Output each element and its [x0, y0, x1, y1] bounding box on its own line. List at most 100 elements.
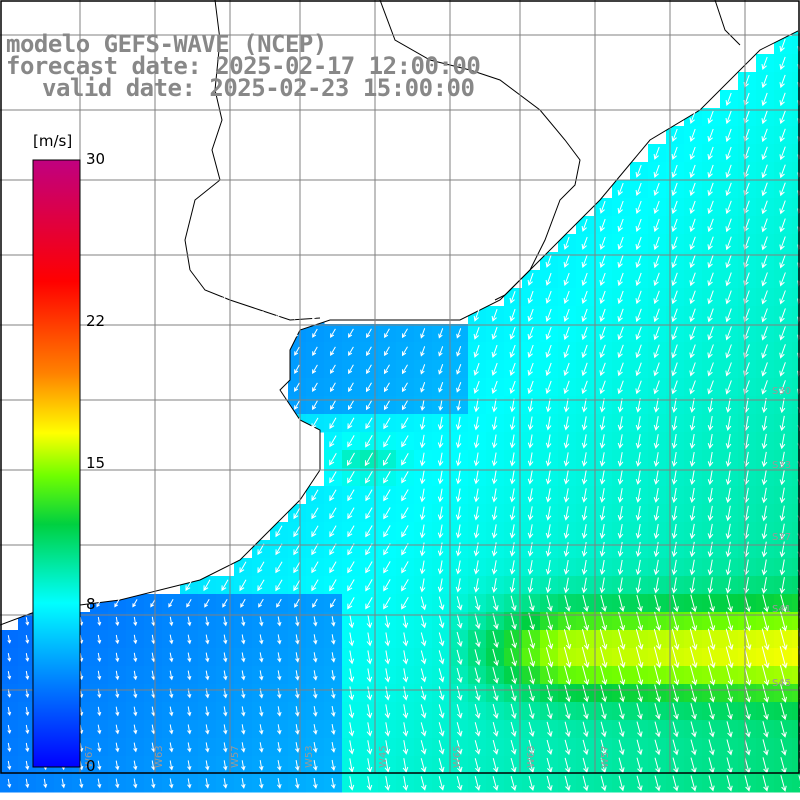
wind-arrow	[779, 541, 786, 558]
wind-arrow	[654, 775, 661, 792]
wind-arrow	[707, 272, 714, 287]
wind-arrow	[654, 703, 661, 720]
wind-arrow	[331, 634, 336, 645]
wind-arrow	[546, 739, 553, 755]
wind-arrow	[347, 525, 355, 538]
wind-arrow	[599, 254, 606, 268]
wind-arrow	[528, 757, 535, 773]
wind-arrow	[510, 775, 517, 791]
wind-arrow	[456, 667, 463, 683]
wind-arrow	[348, 346, 354, 356]
wind-cell	[792, 36, 800, 55]
wind-arrow	[689, 290, 696, 305]
wind-arrow	[672, 684, 679, 703]
wind-arrow	[348, 758, 355, 773]
wind-arrow	[635, 541, 642, 558]
wind-arrow	[510, 666, 517, 685]
wind-arrow	[7, 671, 12, 680]
wind-arrow	[653, 505, 660, 522]
wind-arrow	[599, 452, 606, 467]
wind-arrow	[331, 706, 336, 717]
colorbar-tick-label: 15	[86, 453, 106, 472]
wind-arrow	[277, 670, 282, 681]
wind-arrow	[295, 616, 300, 627]
wind-arrow	[725, 308, 732, 323]
wind-arrow	[275, 579, 283, 592]
wind-arrow	[474, 631, 481, 648]
wind-arrow	[365, 579, 373, 592]
wind-arrow	[365, 417, 373, 430]
wind-arrow	[456, 346, 462, 357]
wind-arrow	[636, 721, 643, 738]
wind-arrow	[780, 684, 787, 703]
wind-arrow	[545, 380, 552, 395]
wind-cell	[792, 108, 800, 127]
wind-arrow	[617, 434, 624, 449]
wind-arrow	[491, 380, 498, 394]
wind-arrow	[473, 416, 480, 431]
wind-arrow	[761, 200, 768, 215]
wind-arrow	[474, 685, 481, 702]
wind-arrow	[204, 275, 210, 284]
wind-arrow	[546, 757, 553, 773]
wind-cell	[792, 414, 800, 433]
wind-arrow	[474, 758, 481, 773]
wind-arrow	[761, 362, 768, 377]
wind-arrow	[347, 400, 354, 411]
wind-arrow	[437, 506, 444, 521]
wind-arrow	[708, 702, 715, 720]
wind-arrow	[617, 200, 624, 214]
wind-arrow	[509, 344, 516, 358]
wind-arrow	[599, 362, 606, 377]
wind-arrow	[313, 777, 318, 790]
wind-arrow	[779, 628, 788, 651]
wind-arrow	[311, 507, 319, 520]
wind-arrow	[438, 704, 445, 719]
wind-arrow	[258, 598, 264, 608]
wind-arrow	[725, 254, 732, 269]
wind-arrow	[653, 380, 660, 395]
wind-arrow	[456, 722, 463, 737]
wind-arrow	[221, 579, 229, 592]
wind-arrow	[365, 561, 373, 574]
wind-arrow	[671, 380, 678, 395]
wind-arrow	[761, 505, 768, 522]
wind-arrow	[635, 470, 642, 485]
wind-arrow	[546, 775, 553, 792]
wind-arrow	[726, 721, 733, 738]
wind-arrow	[187, 760, 192, 771]
wind-arrow	[761, 128, 768, 143]
wind-arrow	[707, 254, 714, 269]
wind-arrow	[635, 344, 642, 359]
wind-arrow	[25, 635, 30, 644]
wind-arrow	[617, 272, 624, 287]
wind-arrow	[277, 634, 282, 645]
wind-arrow	[582, 775, 589, 792]
wind-arrow	[311, 561, 319, 574]
wind-arrow	[779, 308, 786, 323]
wind-arrow	[383, 364, 390, 375]
wind-arrow	[438, 382, 444, 393]
wind-arrow	[223, 616, 228, 627]
wind-arrow	[384, 668, 391, 683]
wind-arrow	[779, 38, 786, 53]
wind-arrow	[689, 362, 696, 377]
colorbar-tick-label: 8	[86, 595, 96, 614]
wind-arrow	[528, 629, 536, 650]
wind-arrow	[779, 362, 786, 377]
wind-arrow	[401, 346, 408, 357]
wind-arrow	[690, 703, 697, 720]
wind-arrow	[275, 561, 283, 574]
wind-arrow	[654, 594, 661, 613]
wind-arrow	[599, 577, 606, 594]
wind-arrow	[617, 362, 624, 377]
wind-arrow	[492, 757, 499, 773]
wind-arrow	[528, 647, 536, 668]
wind-arrow	[456, 596, 463, 611]
wind-cell	[792, 162, 800, 181]
wind-arrow	[779, 182, 786, 197]
wind-arrow	[366, 704, 373, 719]
wind-arrow	[473, 344, 480, 358]
wind-arrow	[455, 452, 462, 467]
wind-arrow	[761, 74, 768, 89]
